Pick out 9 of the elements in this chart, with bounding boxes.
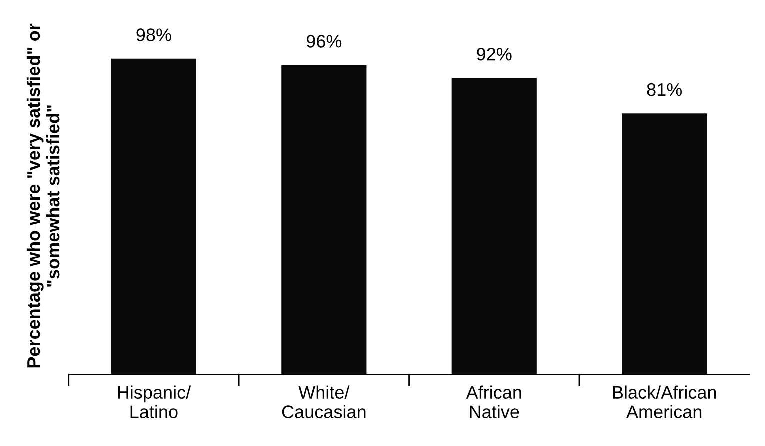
data-label: 96% [306,35,342,48]
data-label: 81% [647,83,682,96]
data-label: 98% [136,28,172,42]
x-tick-label: Hispanic/ Latino [118,386,192,418]
x-tick-label: Black/African American [613,386,716,418]
x-tick-label: White/ Caucasian [282,386,366,418]
x-tick-label: African Native [466,386,522,418]
y-axis-title: Percentage who were "very satisfied" or "somewhat satisfied" [26,24,60,368]
data-label: 92% [477,48,512,61]
